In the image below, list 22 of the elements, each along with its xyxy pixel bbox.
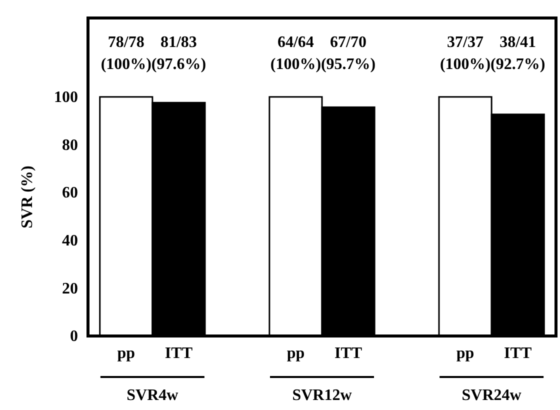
data-label: 64/64 (100%)	[270, 34, 322, 73]
data-label: 78/78 (100%)	[100, 34, 152, 73]
text: ITT	[504, 345, 532, 362]
x-tick-label: SVR4w	[126, 387, 179, 404]
y-tick-label: 60	[62, 184, 78, 202]
data-label: 37/37 (100%)	[440, 34, 491, 73]
data-label: 38/41 (92.7%)	[490, 34, 546, 73]
data-label: 67/70 (95.7%)	[320, 34, 376, 73]
y-tick-label: 80	[62, 136, 78, 154]
data-label: 81/83 (97.6%)	[151, 34, 206, 73]
text: pp	[286, 345, 305, 362]
series-label: pp	[117, 345, 136, 362]
x-tick-label: SVR12w	[292, 387, 352, 404]
y-tick-label: 20	[62, 280, 78, 298]
y-tick-label: 100	[54, 89, 78, 106]
y-axis-title: SVR (%)	[19, 166, 36, 228]
series-label: ITT	[164, 345, 193, 362]
y-tick-label: 0	[70, 328, 78, 346]
y-tick-label: 40	[62, 232, 78, 250]
text: ITT	[334, 345, 362, 362]
x-tick-label: SVR24w	[462, 387, 522, 404]
text: pp	[456, 345, 474, 362]
